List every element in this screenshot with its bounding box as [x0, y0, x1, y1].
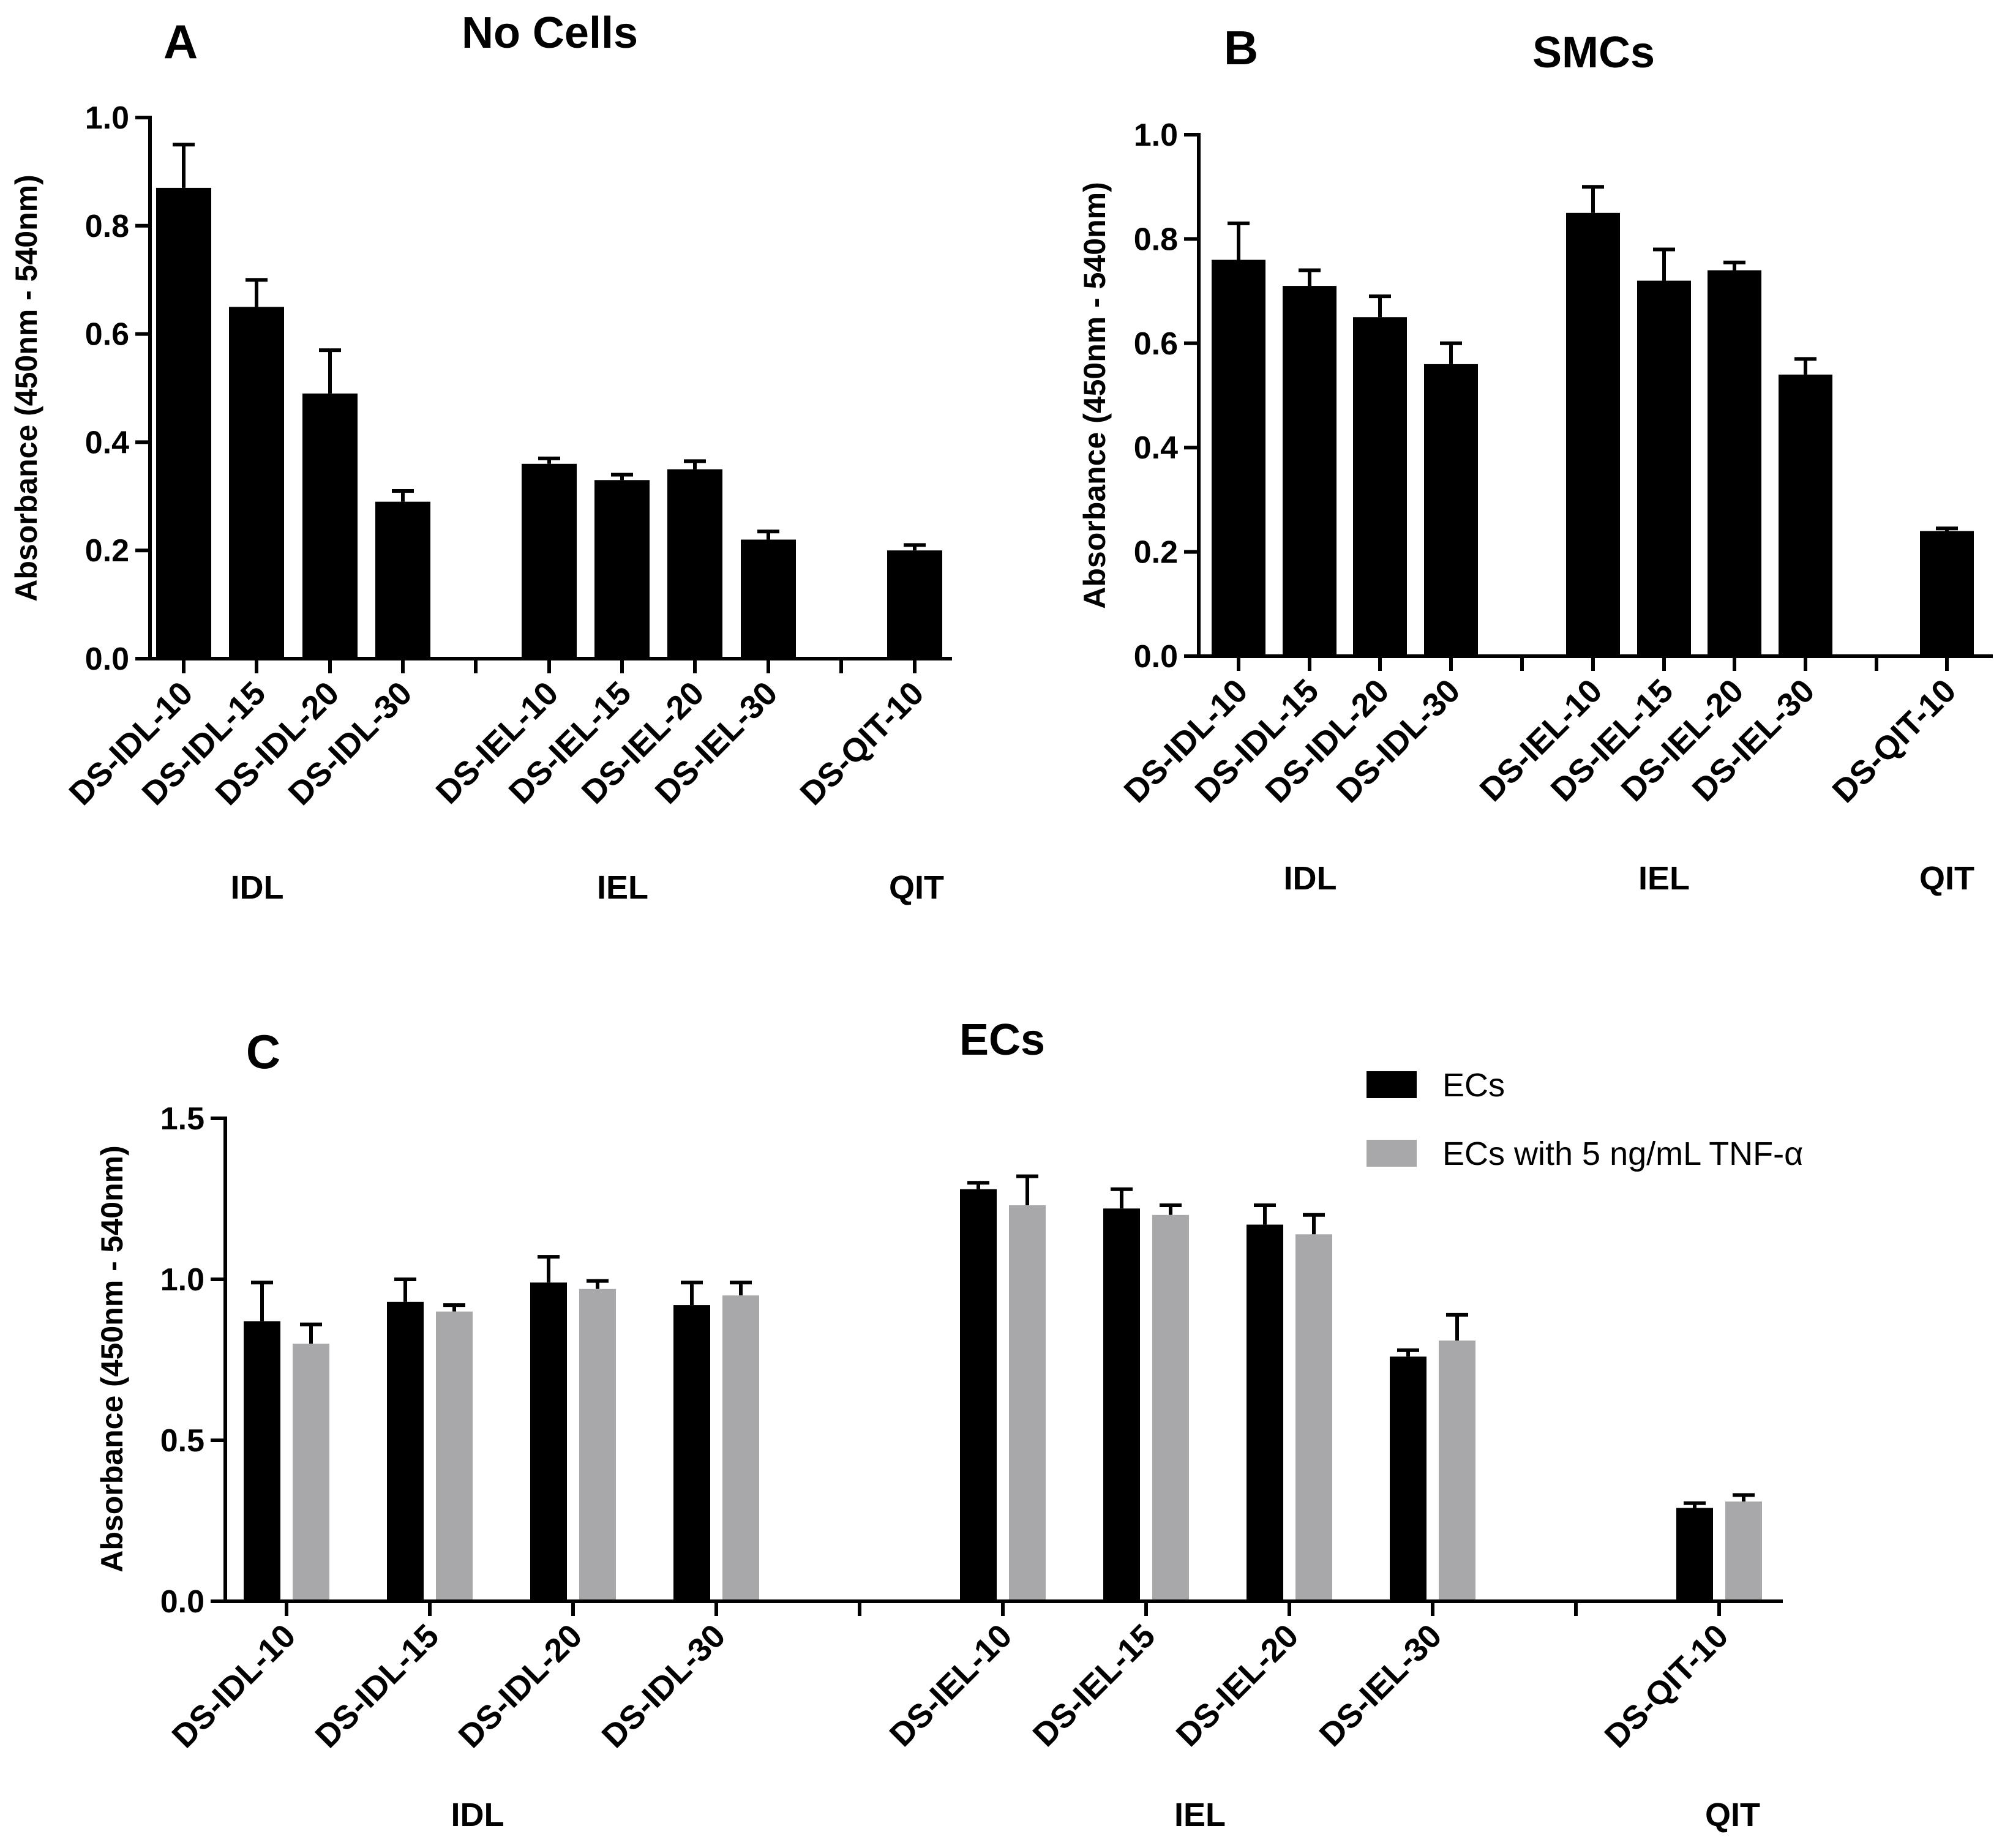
- bar: [1637, 280, 1691, 656]
- panel-b: B SMCs Absorbance (450nm - 540nm) 0.0 0.2 0…: [1078, 21, 1993, 897]
- panel-c-letter: C: [246, 1025, 280, 1079]
- panel-c: C ECs Absorbance (450nm - 540nm) 0.0 0.5 1.…: [95, 1016, 1803, 1833]
- group-label: QIT: [1919, 860, 1974, 897]
- group-label: IDL: [451, 1797, 504, 1833]
- bar: [722, 1295, 759, 1601]
- legend-label: ECs with 5 ng/mL TNF-α: [1442, 1135, 1803, 1172]
- bar: [1424, 364, 1478, 656]
- bar: [1779, 374, 1832, 656]
- x-tick-label: DS-IEL-20: [1169, 1617, 1306, 1754]
- bar: [579, 1289, 616, 1601]
- bar: [1283, 286, 1337, 657]
- y-tick-label: 0.8: [1134, 222, 1178, 257]
- bar: [293, 1344, 329, 1601]
- y-tick-label: 0.4: [85, 425, 129, 460]
- bar: [741, 539, 796, 659]
- group-label: IEL: [1638, 860, 1690, 897]
- group-label: IDL: [1284, 860, 1337, 897]
- y-axis-label: Absorbance (450nm - 540nm): [95, 1145, 129, 1572]
- bar: [667, 469, 722, 659]
- panel-b-letter: B: [1224, 21, 1258, 75]
- y-axis-label: Absorbance (450nm - 540nm): [1078, 182, 1112, 608]
- x-tick-label: DS-IEL-10: [883, 1617, 1019, 1754]
- y-tick-label: 1.0: [85, 100, 129, 136]
- y-tick-label: 0.6: [85, 317, 129, 353]
- bar: [594, 480, 650, 659]
- bar: [960, 1189, 997, 1601]
- x-tick-label: DS-IEL-15: [1026, 1617, 1163, 1754]
- x-tick-label: DS-IEL-30: [1313, 1617, 1449, 1754]
- bar: [375, 501, 430, 659]
- x-tick-label: DS-QIT-10: [1598, 1617, 1736, 1755]
- y-tick-label: 0.5: [160, 1423, 204, 1459]
- panel-a: A No Cells Absorbance (450nm - 540nm) 0.0…: [9, 9, 952, 906]
- y-axis-label: Absorbance (450nm - 540nm): [9, 174, 43, 601]
- group-label: IDL: [231, 869, 284, 906]
- y-tick-label: 0.0: [160, 1584, 204, 1620]
- bar: [530, 1282, 567, 1601]
- bar: [1353, 317, 1407, 656]
- y-tick-label: 0.0: [85, 642, 129, 677]
- y-tick-label: 1.0: [1134, 118, 1178, 153]
- bar: [1295, 1234, 1332, 1601]
- y-tick-label: 0.6: [1134, 326, 1178, 362]
- x-tick-label: DS-IDL-20: [452, 1617, 590, 1755]
- y-tick-label: 0.0: [1134, 639, 1178, 675]
- bar: [229, 307, 284, 659]
- bar: [1390, 1356, 1427, 1601]
- bar: [1708, 270, 1761, 656]
- y-tick-label: 1.5: [160, 1101, 204, 1137]
- group-label: IEL: [597, 869, 648, 906]
- bar: [673, 1305, 710, 1601]
- bar: [244, 1321, 280, 1601]
- x-tick-label: DS-IDL-15: [309, 1617, 446, 1755]
- bar: [1676, 1508, 1713, 1601]
- y-tick-label: 1.0: [160, 1262, 204, 1298]
- x-tick-label: DS-QIT-10: [793, 675, 931, 812]
- group-label: QIT: [1705, 1797, 1760, 1833]
- bar: [1920, 531, 1974, 656]
- legend-swatch: [1367, 1140, 1417, 1167]
- y-tick-label: 0.2: [1134, 535, 1178, 570]
- bar: [887, 550, 942, 659]
- bar: [387, 1301, 424, 1601]
- panel-b-title: SMCs: [1532, 28, 1655, 77]
- legend-swatch: [1367, 1071, 1417, 1098]
- x-tick-label: DS-QIT-10: [1826, 672, 1963, 810]
- bar: [302, 393, 358, 659]
- x-tick-label: DS-IDL-10: [165, 1617, 303, 1755]
- x-tick-label: DS-IDL-30: [595, 1617, 733, 1755]
- bar: [1439, 1340, 1475, 1601]
- y-tick-label: 0.8: [85, 209, 129, 244]
- bar: [522, 463, 577, 659]
- group-label: IEL: [1174, 1797, 1226, 1833]
- bar: [436, 1311, 473, 1601]
- legend-label: ECs: [1442, 1067, 1505, 1104]
- bar: [1152, 1214, 1189, 1601]
- bar: [1247, 1224, 1283, 1601]
- panel-a-letter: A: [163, 15, 198, 69]
- y-tick-label: 0.4: [1134, 430, 1178, 466]
- bar: [1566, 212, 1620, 656]
- panel-a-title: No Cells: [462, 9, 638, 58]
- panel-c-title: ECs: [959, 1016, 1045, 1064]
- bar: [1212, 260, 1265, 657]
- bar: [1009, 1205, 1046, 1601]
- group-label: QIT: [889, 869, 944, 906]
- y-tick-label: 0.2: [85, 533, 129, 569]
- bar: [1725, 1501, 1762, 1601]
- bar: [1103, 1208, 1140, 1601]
- bar: [156, 187, 211, 659]
